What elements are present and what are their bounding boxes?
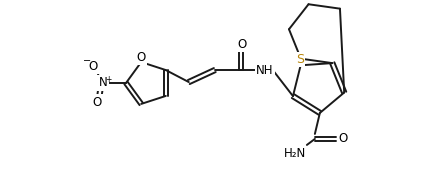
Text: O: O: [92, 96, 102, 109]
Text: +: +: [105, 75, 111, 83]
Text: O: O: [137, 51, 146, 64]
Text: S: S: [296, 53, 304, 66]
Text: N: N: [99, 77, 107, 90]
Text: O: O: [89, 59, 98, 72]
Text: O: O: [338, 132, 348, 145]
Text: NH: NH: [256, 64, 273, 77]
Text: −: −: [83, 56, 91, 66]
Text: H₂N: H₂N: [284, 147, 306, 160]
Text: O: O: [237, 38, 247, 51]
